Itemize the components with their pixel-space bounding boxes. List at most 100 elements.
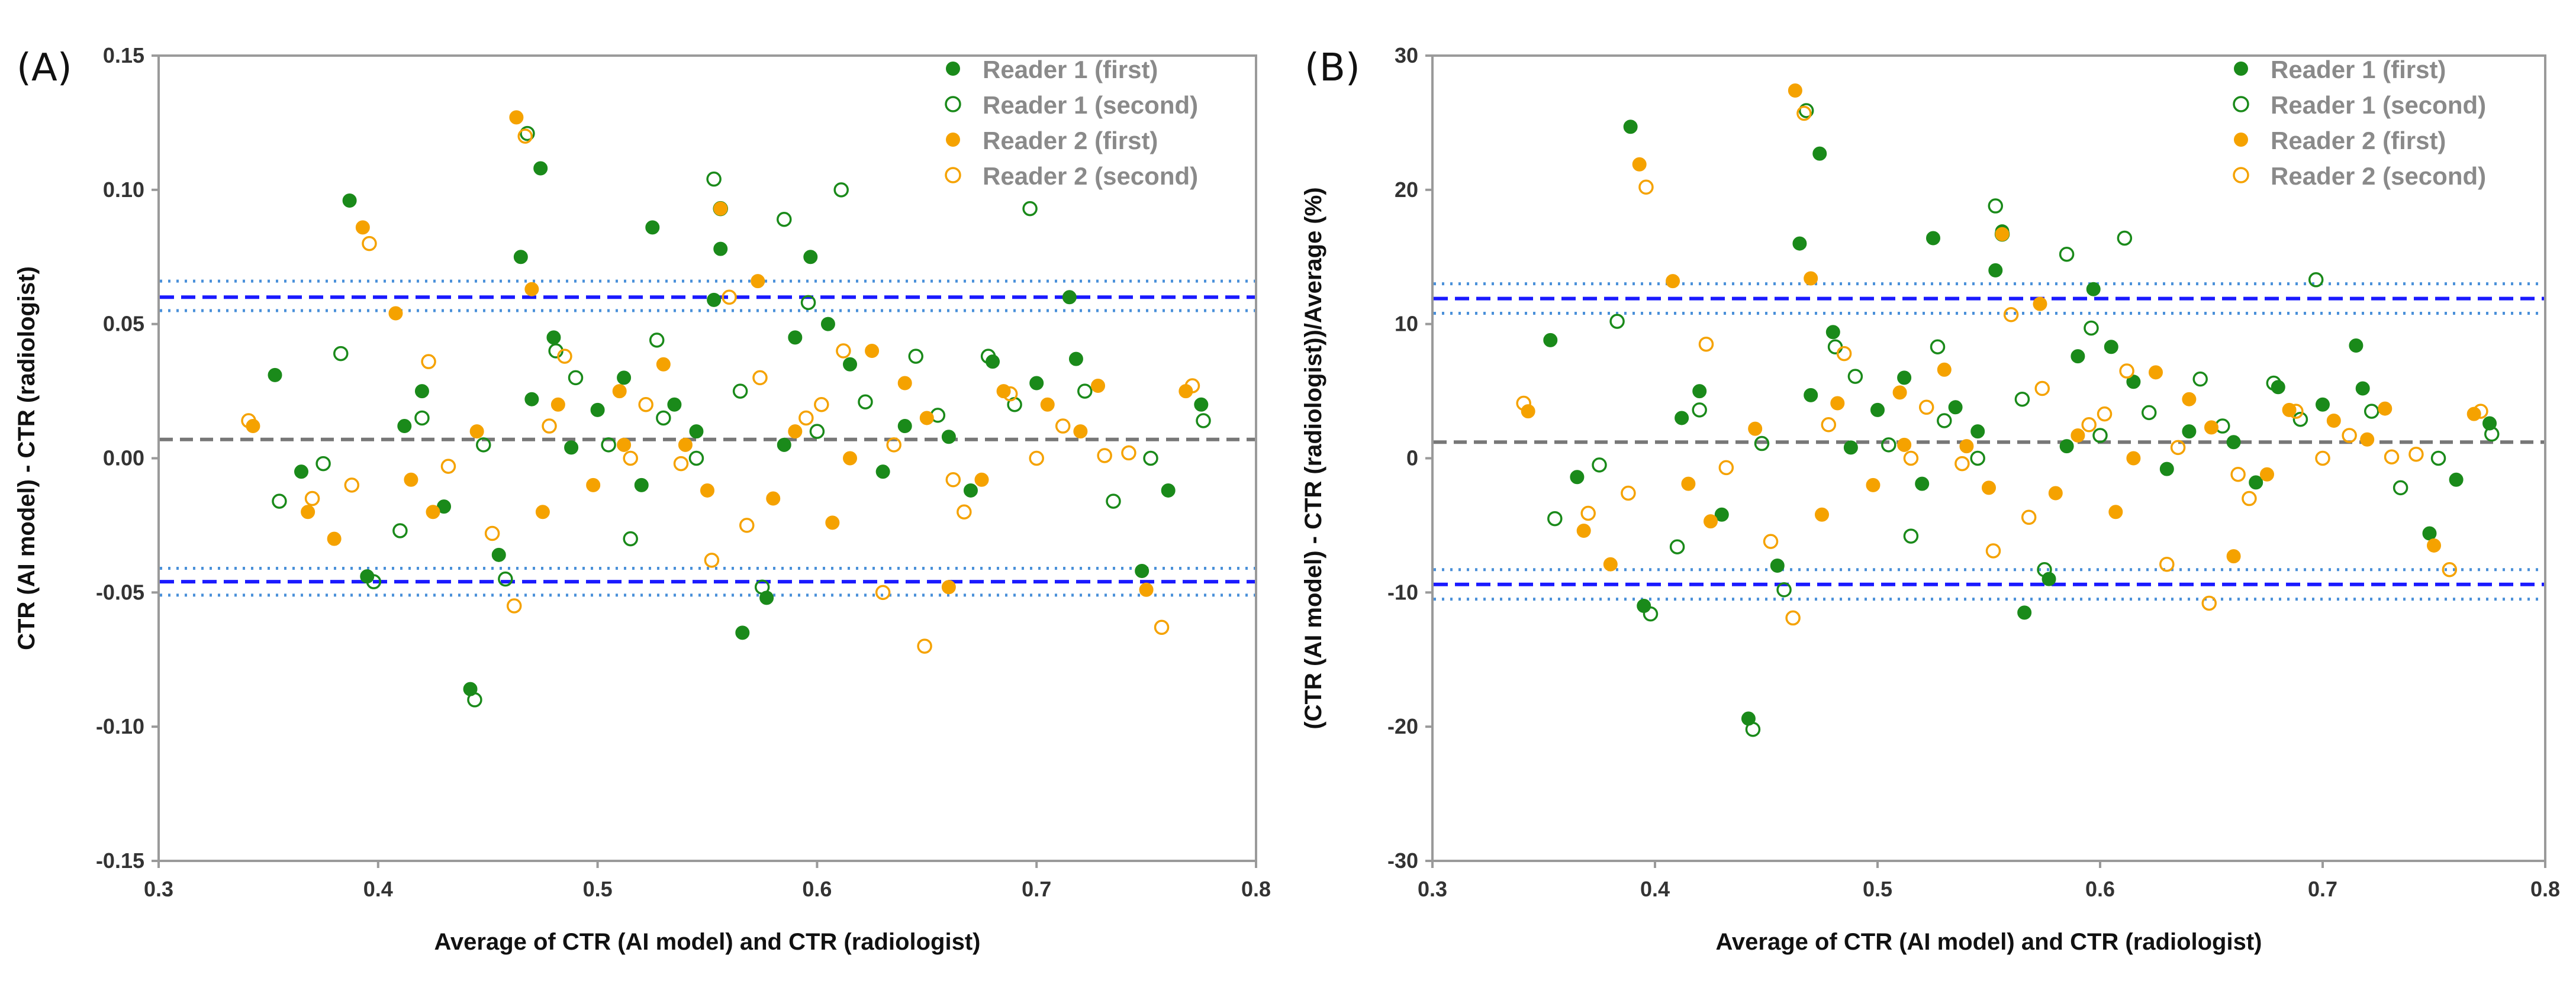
data-point <box>1580 505 1596 521</box>
legend-marker <box>2233 167 2249 183</box>
data-point <box>2092 428 2108 443</box>
y-tick-label: 10 <box>1395 312 1418 336</box>
data-point <box>617 437 632 452</box>
data-point <box>1843 440 1858 455</box>
data-point <box>397 419 412 434</box>
data-point <box>366 574 382 589</box>
data-point <box>688 450 704 466</box>
data-point <box>2126 375 2141 389</box>
data-point <box>294 464 309 479</box>
data-point <box>1543 333 1558 347</box>
x-tick-label: 0.6 <box>802 877 832 901</box>
data-point <box>1121 445 1136 461</box>
data-point <box>777 437 791 452</box>
data-point <box>1714 507 1729 522</box>
data-point <box>535 505 550 519</box>
data-point <box>1954 456 1970 472</box>
panel-label: (B) <box>1305 46 1360 90</box>
data-point <box>1903 528 1919 544</box>
data-point <box>1776 582 1792 598</box>
data-point <box>2408 446 2424 462</box>
data-point <box>1798 103 1814 118</box>
data-point <box>2182 424 2197 439</box>
data-point <box>1970 450 1985 466</box>
data-point <box>2021 509 2037 525</box>
data-point <box>917 638 932 654</box>
data-point <box>426 505 440 519</box>
data-point <box>707 292 722 307</box>
data-point <box>2117 230 2133 246</box>
data-point <box>1609 314 1625 329</box>
x-tick-label: 0.7 <box>2308 877 2337 901</box>
data-point <box>800 295 816 311</box>
data-point <box>1959 439 1974 454</box>
data-point <box>1029 376 1044 391</box>
data-point <box>766 491 781 506</box>
data-point <box>509 110 524 125</box>
x-tick-label: 0.7 <box>1022 877 1051 901</box>
data-point <box>1897 437 1912 452</box>
data-point <box>520 125 535 141</box>
legend-marker <box>945 96 961 112</box>
data-point <box>2288 404 2304 419</box>
legend-label: Reader 2 (first) <box>983 127 1158 154</box>
data-point <box>1692 384 1707 399</box>
data-point <box>1675 411 1689 425</box>
legend-label: Reader 2 (first) <box>2271 127 2446 154</box>
data-point <box>355 220 370 235</box>
y-tick-label: -30 <box>1387 848 1418 873</box>
data-point <box>706 171 722 187</box>
data-point <box>1143 450 1158 466</box>
data-point <box>1029 450 1044 466</box>
data-point <box>875 464 890 479</box>
data-point <box>689 424 704 439</box>
data-point <box>2484 426 2500 442</box>
x-tick-label: 0.5 <box>1863 877 1892 901</box>
data-point <box>1988 198 2004 214</box>
data-point <box>2427 538 2441 553</box>
x-axis-label: Average of CTR (AI model) and CTR (radio… <box>1716 929 2262 955</box>
y-tick-label: -0.10 <box>96 714 144 738</box>
data-point <box>586 477 601 492</box>
y-tick-label: 0.10 <box>103 178 144 202</box>
data-point <box>751 274 765 289</box>
data-point <box>886 437 901 453</box>
data-point <box>638 397 653 412</box>
data-point <box>2071 349 2085 364</box>
data-point <box>1643 606 1659 622</box>
data-point <box>2342 428 2357 443</box>
data-point <box>2059 246 2075 262</box>
data-point <box>752 370 768 386</box>
data-point <box>2071 428 2085 443</box>
data-point <box>919 411 934 425</box>
data-point <box>788 330 803 345</box>
data-point <box>678 437 693 452</box>
data-point <box>1091 379 1106 393</box>
data-point <box>1669 539 1685 554</box>
data-point <box>524 282 539 296</box>
data-point <box>1763 534 1779 549</box>
data-point <box>2226 549 2241 564</box>
data-point <box>634 477 649 492</box>
data-point <box>272 493 287 509</box>
legend-marker <box>2234 62 2248 76</box>
data-point <box>1062 290 1077 305</box>
data-point <box>623 531 638 547</box>
data-point <box>2037 562 2052 577</box>
data-point <box>1804 271 1818 286</box>
x-tick-label: 0.5 <box>583 877 613 901</box>
data-point <box>440 459 456 474</box>
data-point <box>1897 370 1912 385</box>
data-point <box>467 692 482 708</box>
data-point <box>414 384 429 399</box>
data-point <box>2242 490 2257 506</box>
data-point <box>550 397 565 412</box>
data-point <box>777 211 792 227</box>
data-point <box>1161 483 1176 498</box>
data-point <box>1754 435 1770 451</box>
data-point <box>1097 448 1112 463</box>
data-point <box>803 250 818 264</box>
data-point <box>542 418 557 434</box>
data-point <box>908 348 924 364</box>
data-point <box>1576 523 1591 538</box>
